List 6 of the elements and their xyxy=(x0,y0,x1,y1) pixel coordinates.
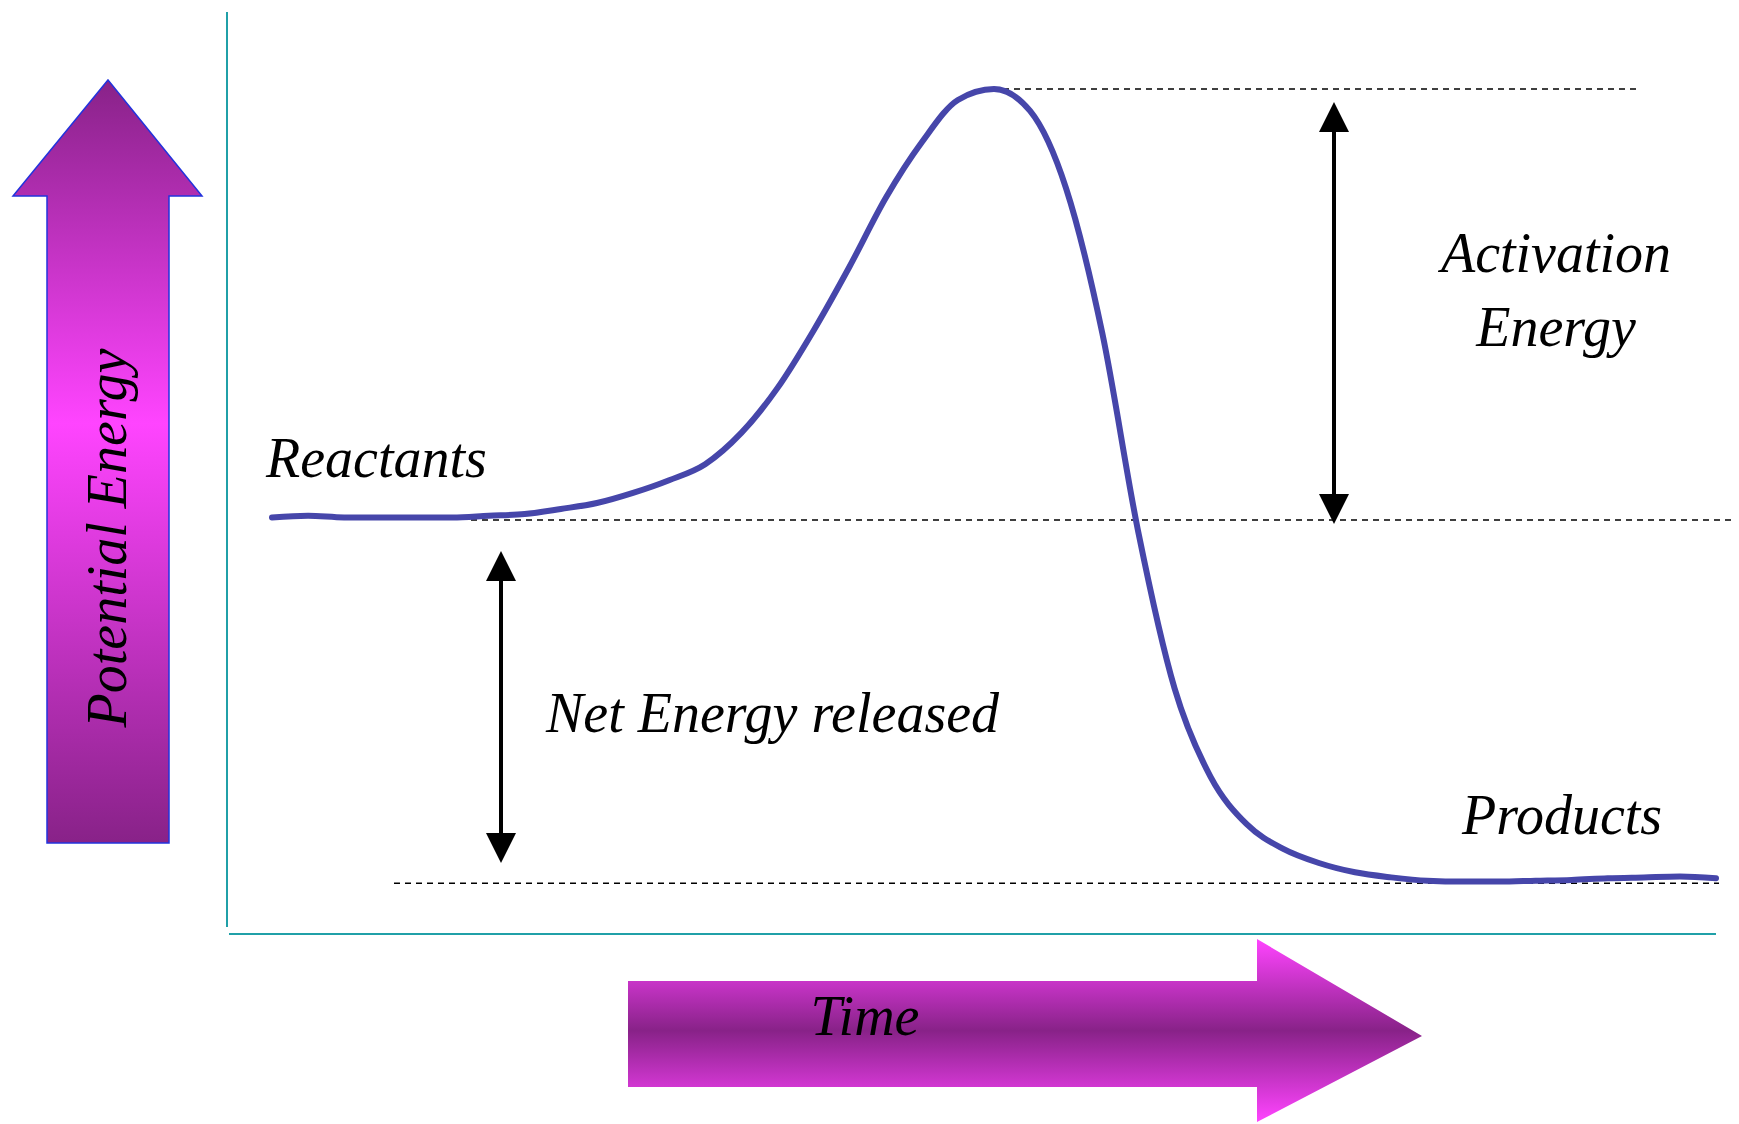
x-axis-title: Time xyxy=(810,985,920,1047)
y-axis-title: Potential Energy xyxy=(76,348,138,729)
annotation: Reactants xyxy=(265,427,487,489)
annotation: Net Energy released xyxy=(545,682,1001,744)
annotation: Activation Energy xyxy=(1436,222,1672,358)
annotation: Products xyxy=(1461,784,1663,846)
